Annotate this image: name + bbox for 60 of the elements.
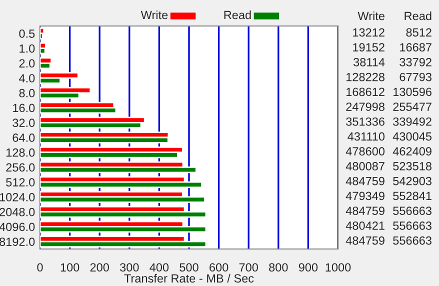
text: 430045 — [392, 132, 432, 141]
text: 130596 — [394, 88, 432, 96]
text: 19152 — [353, 43, 384, 52]
x-tick-label: 300 — [120, 263, 139, 272]
text: 8512 — [406, 28, 432, 37]
text: 484759 — [346, 206, 384, 215]
text: 480087 — [346, 162, 384, 170]
text: 484759 — [346, 176, 384, 186]
x-tick-label: 1000 — [326, 263, 351, 272]
text: 128228 — [346, 72, 384, 82]
x-tick-label: 700 — [239, 263, 258, 272]
y-tick-label: 32.0 — [12, 118, 35, 128]
x-tick-label: 100 — [60, 263, 80, 272]
x-tick-label: 900 — [298, 263, 318, 272]
x-tick-label: 400 — [150, 263, 169, 272]
x-tick-label: 600 — [210, 263, 228, 272]
y-tick-label: 4.0 — [19, 74, 35, 82]
text: 67793 — [400, 72, 432, 82]
text: 462409 — [392, 147, 432, 156]
y-tick-label: 64.0 — [12, 134, 35, 142]
text: 38114 — [353, 58, 385, 66]
x-tick-label: 0 — [37, 263, 43, 272]
text: 247998 — [346, 102, 384, 111]
text: 542903 — [393, 176, 432, 186]
x-tick-label: 500 — [180, 263, 198, 272]
text: 13212 — [353, 28, 384, 37]
y-tick-label: 16.0 — [13, 104, 35, 112]
text: 556663 — [393, 222, 432, 230]
text: 33792 — [400, 58, 432, 66]
y-tick-label: 256.0 — [6, 163, 35, 172]
legend-label: Read — [224, 10, 251, 20]
x-tick-label: 800 — [269, 263, 288, 272]
text: 556663 — [393, 206, 432, 215]
text: 431110 — [348, 132, 385, 141]
y-tick-label: 1.0 — [20, 44, 35, 53]
category-label: Read — [404, 12, 432, 20]
text: 484759 — [346, 236, 384, 245]
y-tick-label: 8.0 — [19, 88, 35, 98]
text: 351336 — [346, 117, 384, 126]
category-label: Write — [358, 12, 384, 20]
y-tick-label: 512.0 — [6, 178, 35, 186]
legend-label: Write — [140, 10, 168, 20]
y-tick-label: 2048.0 — [0, 208, 35, 216]
text: 523518 — [393, 162, 432, 170]
y-tick-label: 128.0 — [6, 148, 35, 157]
y-tick-label: 2.0 — [19, 59, 35, 68]
text: 556663 — [393, 236, 432, 245]
y-tick-label: 0.5 — [19, 29, 35, 38]
text: 255477 — [393, 102, 432, 111]
text: 478600 — [346, 147, 385, 156]
text: 480421 — [346, 222, 384, 230]
y-tick-label: 8192.0 — [0, 238, 35, 246]
text: 16687 — [400, 43, 432, 52]
y-tick-label: 1024.0 — [0, 193, 35, 202]
text: 168612 — [346, 88, 384, 96]
x-axis-title: Transfer Rate - MB / Sec — [124, 274, 254, 283]
text: 479349 — [346, 192, 384, 200]
x-tick-label: 200 — [90, 263, 109, 272]
text: 552841 — [393, 192, 432, 200]
text: 339492 — [393, 117, 432, 126]
